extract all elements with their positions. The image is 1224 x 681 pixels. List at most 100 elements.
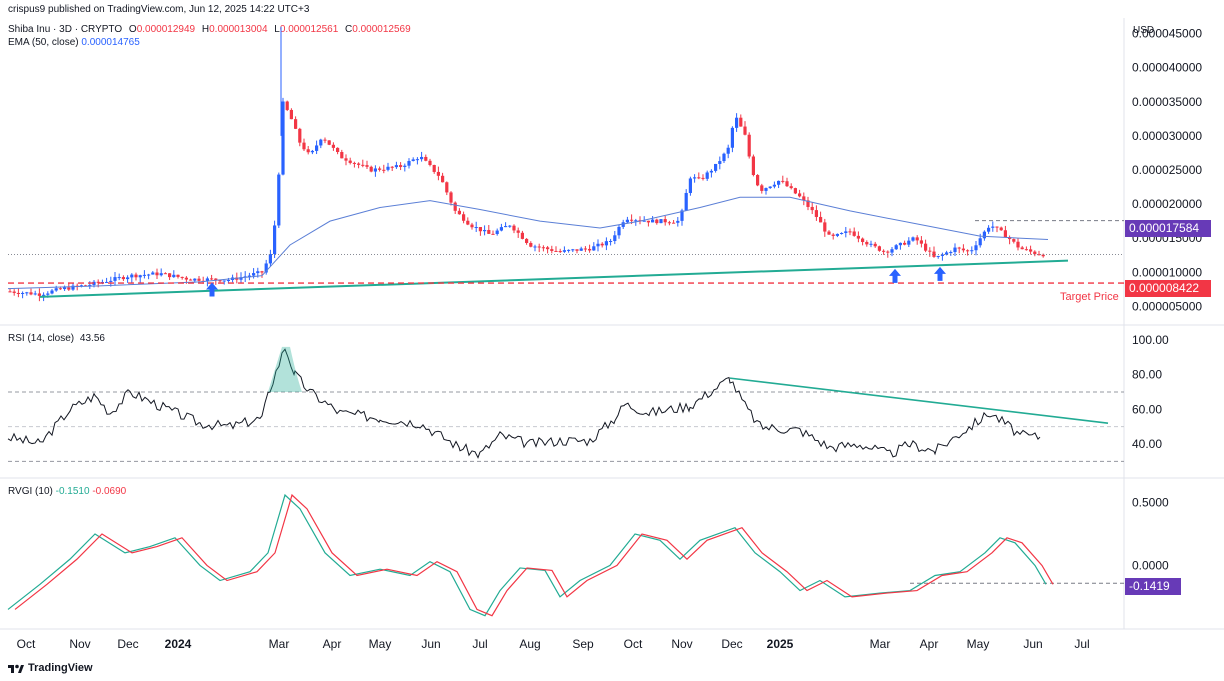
candle-body (289, 109, 293, 120)
candle-body (609, 240, 613, 242)
publisher-line: crispus9 published on TradingView.com, J… (8, 4, 310, 15)
candle-body (940, 254, 944, 256)
up-arrow-icon (934, 266, 946, 281)
candle-body (109, 280, 113, 282)
candle-body (932, 251, 936, 257)
candle-body (583, 248, 587, 250)
candle-body (42, 294, 46, 296)
ohlc-h-label: H (201, 24, 210, 35)
rsi-trendline (729, 377, 1109, 424)
candle-body (436, 171, 440, 176)
price-tick-label: 0.000030000 (1132, 129, 1202, 143)
candle-body (974, 245, 978, 251)
candle-body (907, 240, 911, 245)
candle-body (886, 251, 890, 253)
candle-body (294, 119, 298, 129)
candle-body (772, 184, 776, 187)
candle-body (709, 170, 713, 173)
candle-body (508, 225, 512, 227)
candle-body (919, 240, 923, 244)
rvgi-tick-label: 0.5000 (1132, 496, 1169, 510)
rsi-line (7, 348, 1041, 459)
candle-body (705, 172, 709, 179)
candle-body (621, 222, 625, 227)
candle-body (411, 159, 415, 161)
candle-body (869, 243, 873, 245)
candle-body (264, 263, 268, 273)
candle-body (184, 277, 188, 280)
candle-body (239, 277, 243, 280)
candle-body (831, 234, 835, 236)
candle-body (1016, 241, 1020, 248)
candle-body (651, 219, 655, 223)
candle-body (260, 271, 264, 273)
candle-body (680, 210, 684, 221)
candle-body (226, 279, 230, 281)
time-tick-label: Oct (624, 637, 643, 651)
candle-body (541, 247, 545, 249)
candle-body (751, 156, 755, 176)
symbol-legend[interactable]: Shiba Inu · 3D · CRYPTO O0.000012949 H0.… (8, 24, 411, 35)
candle-body (546, 247, 550, 250)
candle-body (373, 168, 377, 172)
candle-body (646, 220, 650, 223)
rsi-tick-label: 60.00 (1132, 402, 1162, 416)
rsi-legend[interactable]: RSI (14, close) 43.56 (8, 333, 105, 344)
candle-body (21, 292, 25, 294)
candle-body (117, 277, 121, 279)
time-tick-label: Jul (472, 637, 487, 651)
tradingview-icon (8, 664, 24, 673)
rvgi-legend[interactable]: RVGI (10) -0.1510 -0.0690 (8, 486, 126, 497)
candle-body (634, 220, 638, 222)
tradingview-logo[interactable]: TradingView (8, 662, 93, 674)
time-tick-label: Jul (1074, 637, 1089, 651)
candle-body (277, 174, 281, 226)
candle-body (600, 243, 604, 246)
candle-body (516, 230, 520, 233)
ohlc-o-value: 0.000012949 (136, 24, 196, 35)
price-tick-label: 0.000025000 (1132, 163, 1202, 177)
candle-body (33, 293, 37, 295)
candle-body (420, 156, 424, 160)
candle-body (953, 247, 957, 253)
candle-body (344, 158, 348, 161)
candle-body (827, 231, 831, 235)
candle-body (268, 254, 272, 264)
ema-label: EMA (50, close) (8, 37, 79, 48)
candle-body (1020, 247, 1024, 250)
candle-body (554, 250, 558, 252)
candle-body (684, 192, 688, 211)
ema-legend[interactable]: EMA (50, close) 0.000014765 (8, 37, 140, 48)
candle-body (659, 219, 663, 224)
time-tick-label: May (369, 637, 392, 651)
candle-body (285, 101, 289, 110)
candle-body (134, 274, 138, 278)
rvgi-label: RVGI (10) (8, 486, 53, 497)
tradingview-brand: TradingView (28, 662, 93, 674)
candle-body (113, 277, 117, 281)
candle-body (252, 273, 256, 276)
candle-body (130, 274, 134, 278)
candle-body (798, 193, 802, 197)
time-tick-label: Mar (870, 637, 891, 651)
candle-body (84, 285, 88, 287)
candle-body (999, 227, 1003, 231)
candle-body (121, 277, 125, 280)
candle-body (88, 284, 92, 286)
rsi-tick-label: 100.00 (1132, 333, 1169, 347)
candle-body (466, 220, 470, 225)
candle-body (726, 147, 730, 154)
time-tick-label: Dec (117, 637, 138, 651)
candle-body (848, 231, 852, 233)
candle-body (189, 279, 193, 281)
candle-body (331, 144, 335, 148)
candle-body (8, 291, 12, 293)
candle-body (58, 288, 62, 290)
candle-body (579, 248, 583, 251)
candle-body (739, 117, 743, 127)
candle-body (520, 232, 524, 239)
candle-body (306, 149, 310, 153)
candle-body (16, 292, 20, 294)
candle-body (172, 274, 176, 278)
